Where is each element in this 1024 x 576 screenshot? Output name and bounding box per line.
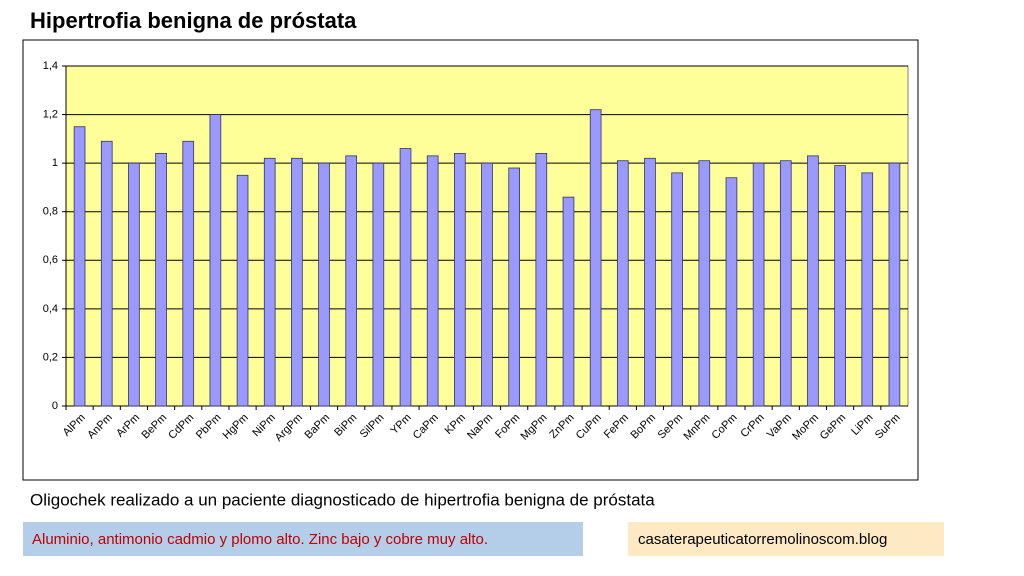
y-tick-label: 0,6 (43, 254, 58, 266)
bar (236, 174, 249, 407)
bar (671, 172, 683, 407)
bar (291, 157, 303, 407)
bar (209, 114, 222, 407)
bar (73, 126, 86, 407)
bar (263, 157, 276, 407)
y-tick-label: 0,2 (43, 351, 58, 363)
y-tick-label: 1 (52, 157, 58, 169)
bar (888, 162, 901, 407)
website-text: casaterapeuticatorremolinoscom.blog (638, 531, 887, 548)
y-tick-label: 1,4 (43, 60, 58, 72)
bar (155, 153, 167, 407)
highlight-text: Aluminio, antimonio cadmio y plomo alto.… (32, 531, 488, 548)
bar (807, 155, 819, 407)
bar (589, 109, 602, 407)
bar (508, 167, 520, 407)
y-tick-label: 0 (52, 400, 58, 412)
website-box (628, 522, 944, 556)
bar (725, 177, 738, 407)
bar (834, 165, 846, 407)
bar (698, 160, 711, 407)
y-tick-label: 1,2 (43, 108, 58, 120)
bar (100, 140, 113, 407)
bar (535, 153, 548, 407)
bar (752, 162, 765, 407)
bar (318, 162, 330, 407)
bar (779, 160, 792, 407)
caption: Oligochek realizado a un paciente diagno… (30, 490, 655, 509)
highlight-box (23, 522, 583, 556)
y-tick-label: 0,8 (43, 206, 58, 218)
bar (372, 162, 385, 407)
chart-title: Hipertrofia benigna de próstata (30, 8, 357, 33)
bar (562, 196, 575, 407)
bar (481, 162, 493, 407)
bar (182, 140, 195, 407)
bar (616, 160, 629, 407)
bar (644, 157, 656, 407)
y-tick-label: 0,4 (43, 303, 58, 315)
bar (128, 162, 140, 407)
bar (426, 155, 439, 407)
bar (345, 155, 358, 407)
bar (861, 172, 874, 407)
bar (399, 148, 412, 407)
bar (454, 153, 466, 407)
